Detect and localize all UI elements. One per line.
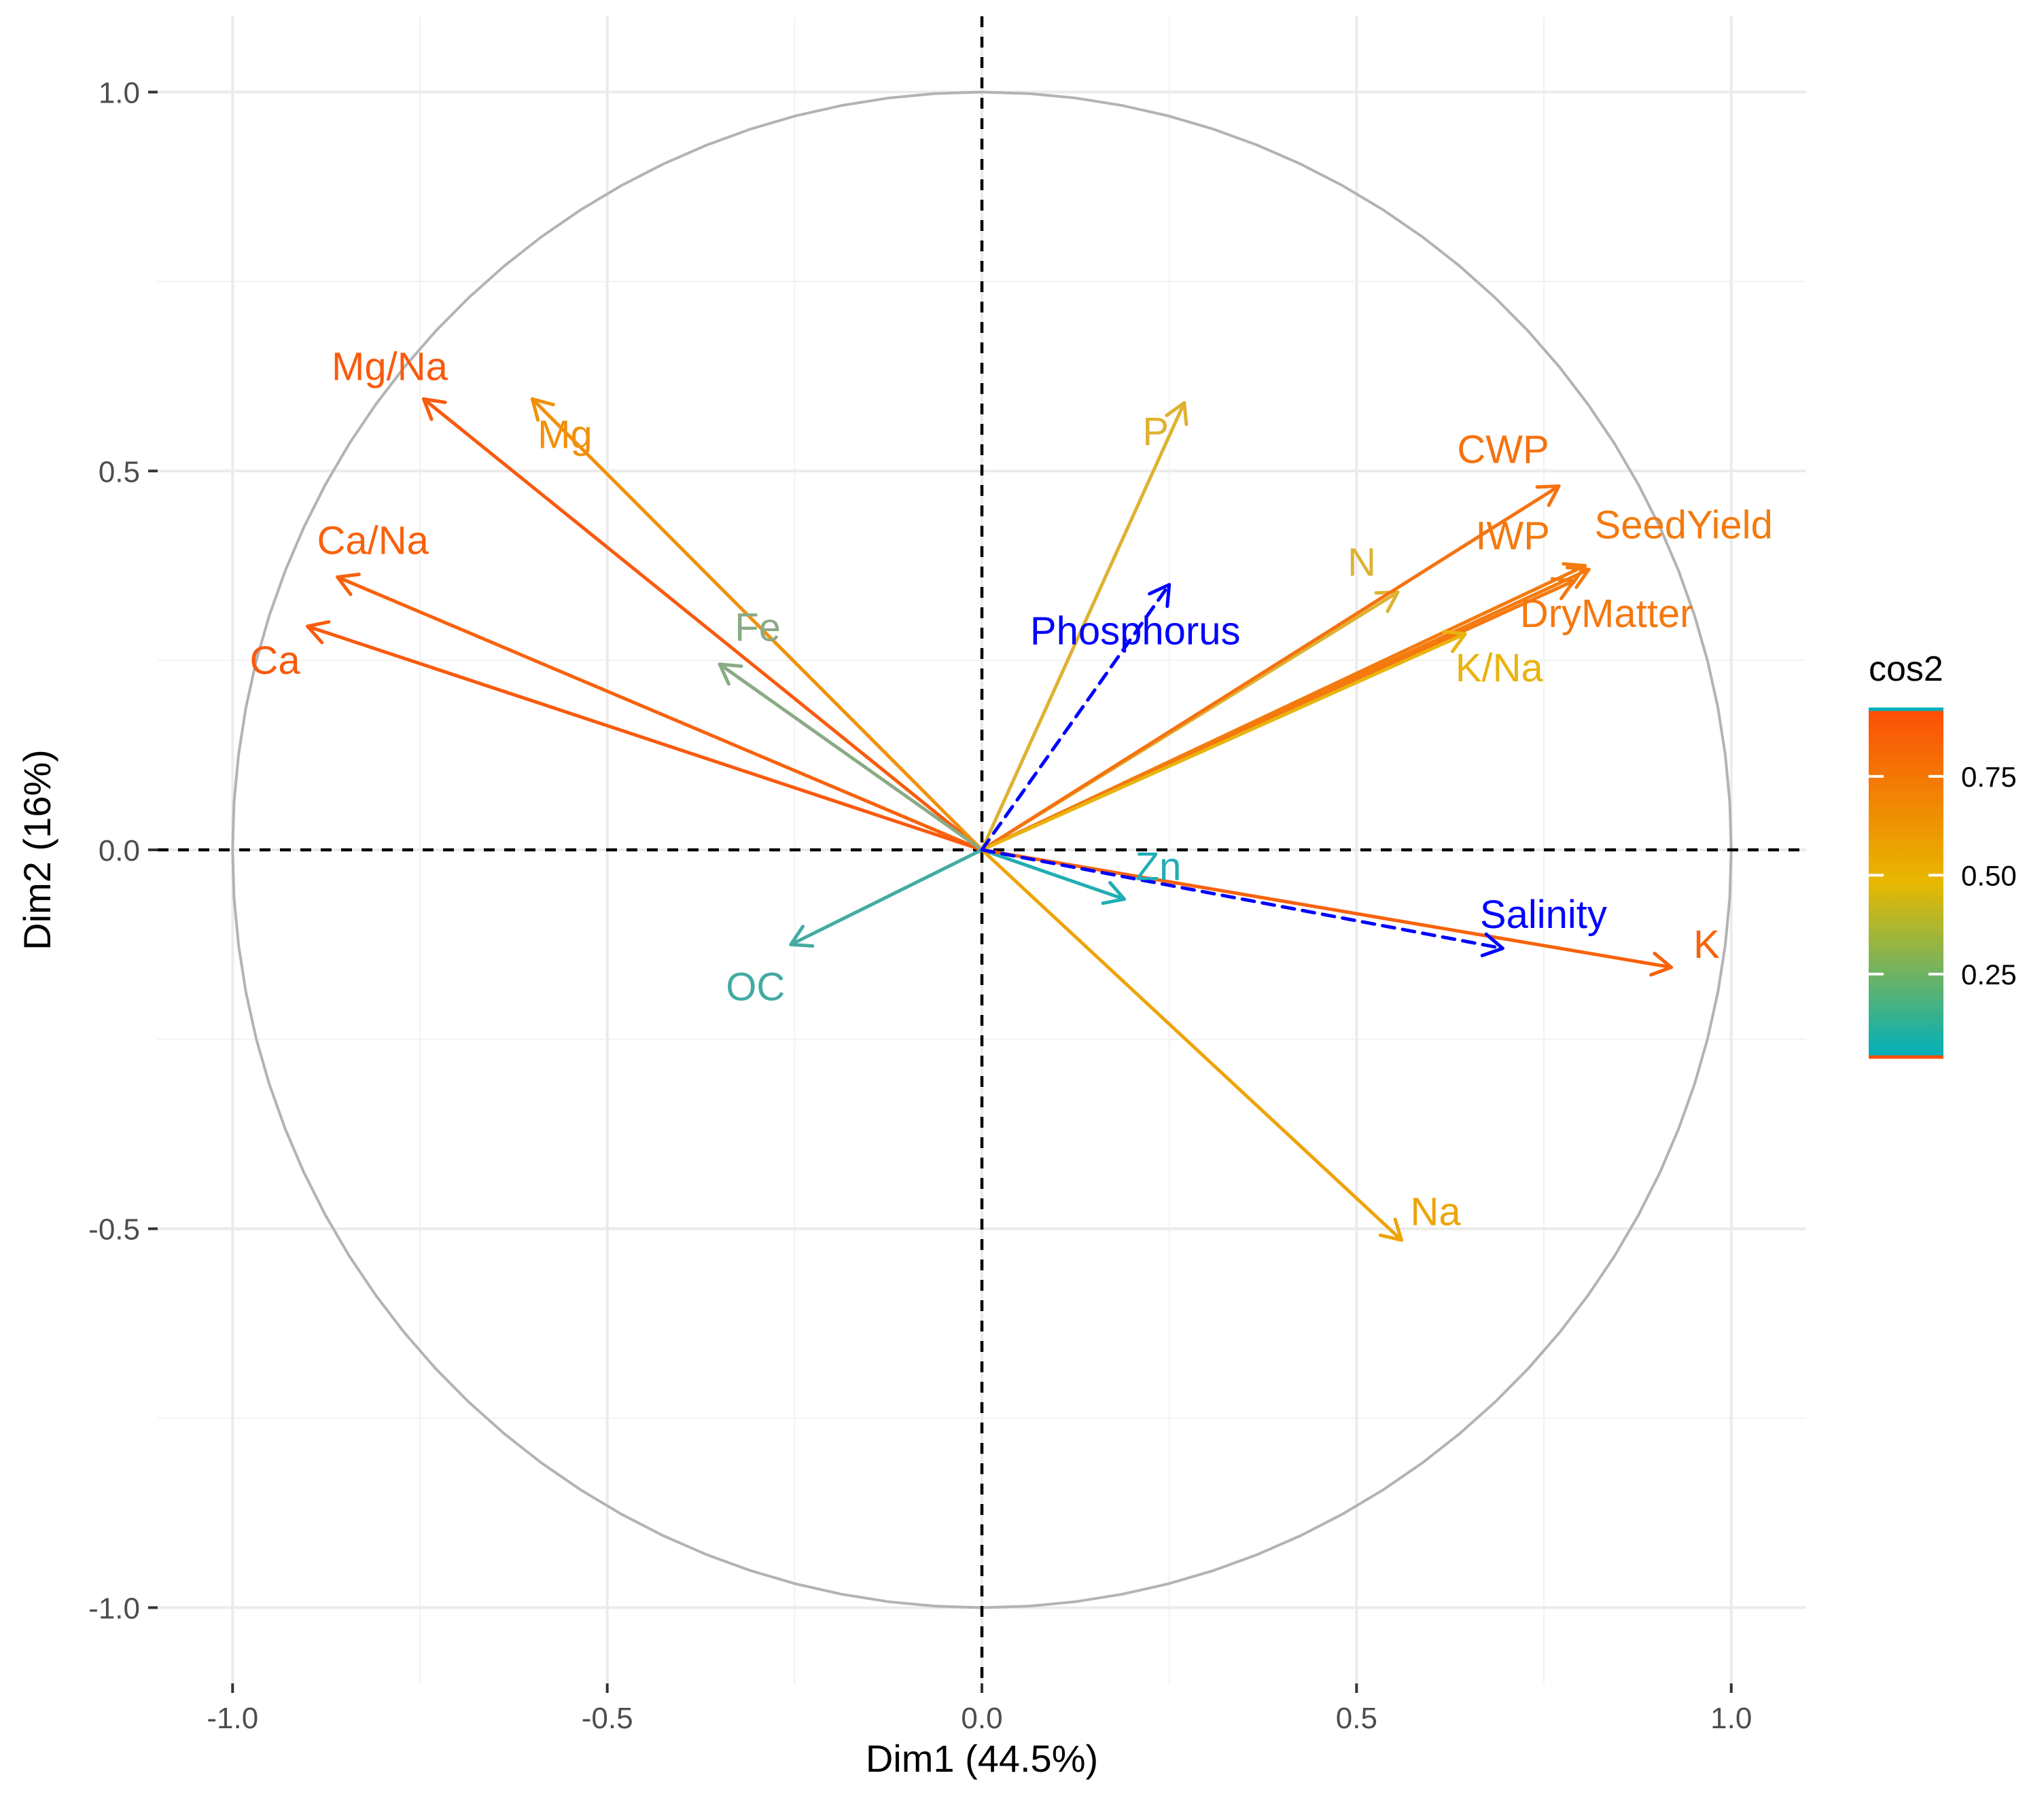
arrow-fe <box>718 662 984 852</box>
y-axis-title: Dim2 (16%) <box>16 749 58 950</box>
label-k-na: K/Na <box>1456 646 1544 690</box>
label-oc: OC <box>726 965 785 1009</box>
x-tick-label: 1.0 <box>1710 1702 1752 1735</box>
arrow-k <box>980 848 1674 969</box>
label-ca-na: Ca/Na <box>317 518 429 562</box>
x-tick-label: -1.0 <box>207 1702 258 1735</box>
arrow-ca <box>306 624 984 852</box>
label-phosphorus: Phosphorus <box>1030 609 1241 654</box>
label-salinity: Salinity <box>1480 893 1607 937</box>
x-tick-label: 0.0 <box>961 1702 1002 1735</box>
arrowhead-ca-na <box>336 573 361 596</box>
label-n: N <box>1347 541 1376 585</box>
arrowhead-k-na <box>1441 630 1467 654</box>
label-p: P <box>1142 410 1169 454</box>
label-drymatter: DryMatter <box>1520 592 1693 636</box>
legend-tick-label: 0.75 <box>1961 761 2017 793</box>
arrow-ca-na <box>336 575 984 852</box>
arrowhead-drymatter <box>1550 577 1576 601</box>
label-cwp: CWP <box>1457 428 1549 472</box>
arrowhead-na <box>1378 1217 1404 1242</box>
label-mg: Mg <box>538 412 593 457</box>
arrowhead-p <box>1165 401 1188 427</box>
arrowhead-ca <box>306 620 331 645</box>
arrow-mg <box>530 397 984 852</box>
arrow-salinity <box>980 848 1504 950</box>
arrowhead-seedyield <box>1562 562 1587 586</box>
arrowhead-n <box>1374 590 1400 613</box>
arrow-k-na <box>980 632 1467 852</box>
legend-colorbar <box>1869 709 1943 1057</box>
label-seedyield: SeedYield <box>1595 503 1773 548</box>
unit-circle <box>231 90 1733 1609</box>
arrow-p <box>980 401 1186 852</box>
arrowhead-salinity <box>1480 932 1504 958</box>
legend-title: cos2 <box>1869 649 1943 689</box>
y-tick-label: -0.5 <box>88 1213 140 1247</box>
arrowhead-cwp <box>1535 484 1561 507</box>
arrowhead-k <box>1649 951 1674 977</box>
arrow-oc <box>789 848 984 946</box>
x-axis-title: Dim1 (44.5%) <box>866 1737 1098 1780</box>
label-na: Na <box>1410 1190 1461 1234</box>
arrowhead-fe <box>718 662 743 686</box>
y-tick-label: 0.0 <box>99 834 140 868</box>
arrowhead-oc <box>789 925 815 948</box>
arrowhead-phosphorus <box>1148 583 1171 608</box>
arrowhead-iwp <box>1565 565 1591 589</box>
label-iwp: IWP <box>1475 514 1550 558</box>
label-fe: Fe <box>735 606 781 650</box>
arrow-cwp <box>980 484 1561 852</box>
arrow-na <box>980 848 1404 1242</box>
x-tick-label: 0.5 <box>1336 1702 1377 1735</box>
label-ca: Ca <box>249 639 300 683</box>
x-tick-label: -0.5 <box>582 1702 633 1735</box>
arrowhead-mg-na <box>421 397 447 421</box>
arrowhead-zn <box>1101 880 1127 906</box>
y-tick-label: 1.0 <box>99 77 140 110</box>
label-k: K <box>1693 923 1720 967</box>
legend-tick-label: 0.25 <box>1961 959 2017 990</box>
y-tick-label: 0.5 <box>99 455 140 488</box>
arrow-phosphorus <box>980 583 1171 852</box>
y-tick-label: -1.0 <box>88 1592 140 1625</box>
arrow-zn <box>980 848 1127 901</box>
label-mg-na: Mg/Na <box>332 344 448 389</box>
legend-tick-label: 0.50 <box>1961 859 2017 891</box>
arrowhead-mg <box>530 397 555 422</box>
arrow-mg-na <box>421 397 984 852</box>
label-zn: Zn <box>1135 845 1182 889</box>
